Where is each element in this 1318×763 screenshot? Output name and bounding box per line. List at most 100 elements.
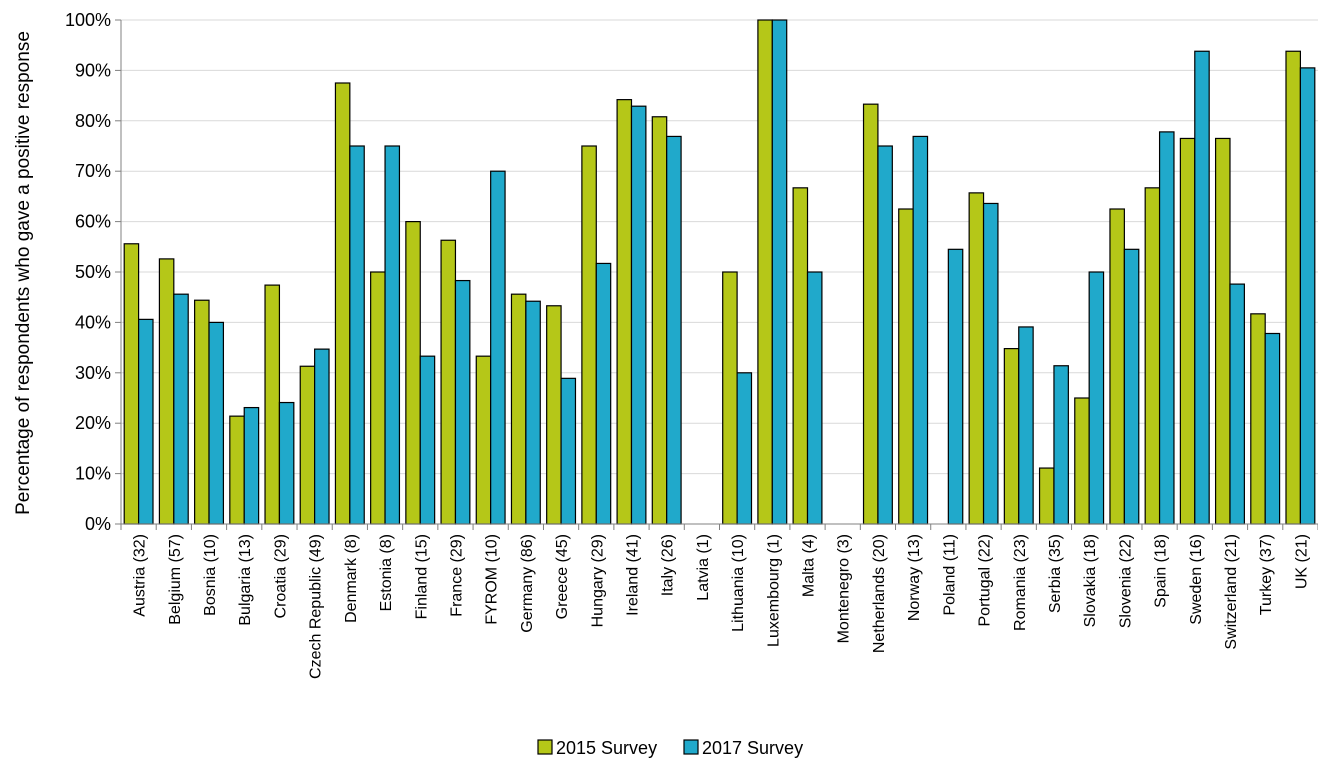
x-category-label: Netherlands (20) xyxy=(871,534,888,653)
x-category-label: Estonia (8) xyxy=(378,534,395,611)
y-tick-label: 30% xyxy=(75,363,111,383)
bar-2015 xyxy=(475,355,492,525)
x-category-label: Finland (15) xyxy=(413,534,430,619)
bar-2015 xyxy=(158,258,175,525)
bar-2015 xyxy=(1074,397,1090,525)
bar-2015 xyxy=(370,271,386,525)
bar-2015 xyxy=(968,192,985,525)
y-tick-label: 40% xyxy=(75,312,111,332)
y-tick-label: 90% xyxy=(75,60,111,80)
x-category-label: Slovakia (18) xyxy=(1082,534,1099,627)
y-tick-label: 100% xyxy=(65,10,111,30)
y-tick-label: 50% xyxy=(75,262,111,282)
x-category-label: Romania (23) xyxy=(1012,534,1029,631)
x-category-label: FYROM (10) xyxy=(484,534,501,625)
bar-2017 xyxy=(1229,283,1245,525)
bar-2017 xyxy=(173,293,189,525)
x-category-label: Switzerland (21) xyxy=(1223,534,1240,650)
bar-2017 xyxy=(349,145,365,525)
bar-2015 xyxy=(1109,208,1125,525)
bar-2017 xyxy=(314,348,330,525)
x-category-label: Austria (32) xyxy=(132,534,149,617)
bar-2017 xyxy=(1264,332,1281,525)
x-category-label: Norway (13) xyxy=(906,534,923,621)
bar-2017 xyxy=(1158,131,1175,525)
bar-2017 xyxy=(1018,326,1034,525)
bar-2017 xyxy=(771,19,788,525)
bar-2015 xyxy=(722,271,738,525)
bar-2015 xyxy=(651,116,668,525)
bar-2015 xyxy=(1214,137,1231,525)
x-category-label: Luxembourg (1) xyxy=(765,534,782,647)
bar-2017 xyxy=(630,105,647,525)
bar-2015 xyxy=(1003,348,1020,525)
y-tick-label: 10% xyxy=(75,464,111,484)
bar-2015 xyxy=(546,305,562,525)
bar-2015 xyxy=(616,99,633,525)
bar-2015 xyxy=(1250,313,1266,525)
x-category-label: Turkey (37) xyxy=(1258,534,1275,615)
bar-2017 xyxy=(490,170,506,525)
bar-2015 xyxy=(581,145,597,525)
x-category-label: Malta (4) xyxy=(801,534,818,597)
legend-label-2015: 2015 Survey xyxy=(556,738,657,758)
x-category-label: Belgium (57) xyxy=(167,534,184,625)
x-category-label: Italy (26) xyxy=(660,534,677,596)
bar-2015 xyxy=(898,208,914,525)
bar-2015 xyxy=(440,239,457,525)
bar-2017 xyxy=(138,318,154,525)
bar-2017 xyxy=(595,262,612,525)
x-category-label: Montenegro (3) xyxy=(836,534,853,643)
bar-2017 xyxy=(560,377,577,525)
bar-2015 xyxy=(1285,50,1301,525)
x-category-label: Greece (45) xyxy=(554,534,571,619)
x-category-label: Germany (86) xyxy=(519,534,536,633)
legend-swatch-2015 xyxy=(537,739,553,755)
bar-2015 xyxy=(862,103,879,525)
bar-2015 xyxy=(123,243,140,525)
x-category-label: France (29) xyxy=(448,534,465,617)
bar-2017 xyxy=(208,321,225,525)
x-category-label: Portugal (22) xyxy=(977,534,994,627)
bar-2017 xyxy=(419,355,436,525)
x-category-label: Denmark (8) xyxy=(343,534,360,623)
bar-2017 xyxy=(1123,248,1140,525)
bar-2017 xyxy=(666,135,682,525)
legend-swatch-2017 xyxy=(683,739,699,755)
x-category-label: Lithuania (10) xyxy=(730,534,747,632)
bar-2015 xyxy=(194,299,210,525)
x-category-label: Sweden (16) xyxy=(1188,534,1205,625)
bar-2017 xyxy=(877,145,893,525)
bar-2015 xyxy=(1179,137,1196,525)
bar-2017 xyxy=(947,248,964,525)
bar-2017 xyxy=(806,271,823,525)
bar-2015 xyxy=(229,415,245,525)
x-category-label: Serbia (35) xyxy=(1047,534,1064,613)
bar-2015 xyxy=(1144,187,1161,525)
bar-2017 xyxy=(1299,67,1316,525)
x-category-labels: Austria (32) Belgium (57) Bosnia (10) Bulga… xyxy=(120,524,1318,679)
y-tick-label: 0% xyxy=(85,514,111,534)
bar-2017 xyxy=(278,401,295,525)
bar-2017 xyxy=(454,279,471,525)
legend-label-2017: 2017 Survey xyxy=(702,738,803,758)
x-category-label: Latvia (1) xyxy=(695,534,712,601)
legend: 2015 Survey 2017 Survey xyxy=(537,738,803,758)
y-tick-label: 80% xyxy=(75,111,111,131)
y-tick-label: 60% xyxy=(75,212,111,232)
bar-2015 xyxy=(792,187,809,525)
x-category-label: Bosnia (10) xyxy=(202,534,219,616)
x-category-label: Czech Republic (49) xyxy=(308,534,325,679)
bar-2017 xyxy=(1088,271,1105,525)
x-category-label: Croatia (29) xyxy=(272,534,289,618)
bar-2015 xyxy=(510,293,527,525)
bar-2017 xyxy=(384,145,401,525)
bar-2017 xyxy=(982,202,999,525)
bar-2017 xyxy=(912,135,929,525)
bar-2015 xyxy=(1038,467,1055,525)
bar-2015 xyxy=(264,284,281,525)
bar-2017 xyxy=(736,372,753,525)
x-category-label: Poland (11) xyxy=(941,534,958,616)
x-category-label: Slovenia (22) xyxy=(1117,534,1134,628)
